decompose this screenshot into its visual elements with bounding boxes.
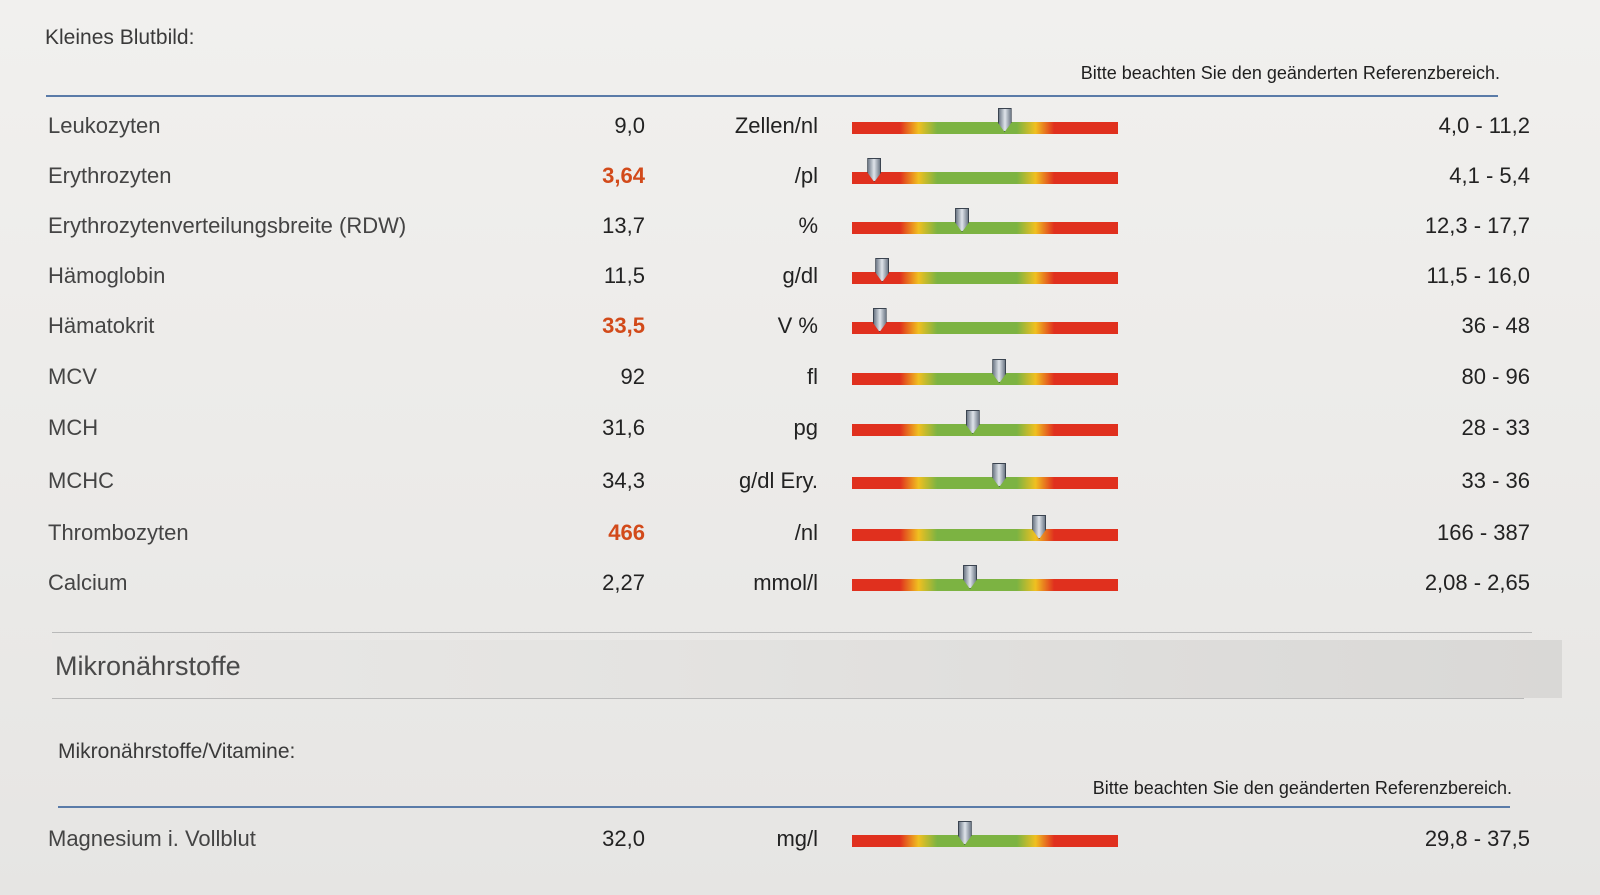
reference-bar bbox=[852, 208, 1118, 234]
reference-bar bbox=[852, 308, 1118, 334]
band-divider bbox=[52, 698, 1524, 699]
result-unit: mmol/l bbox=[753, 570, 818, 595]
indicator-marker bbox=[963, 565, 978, 589]
reference-bar bbox=[852, 565, 1118, 591]
table-row: Leukozyten 9,0 Zellen/nl 4,0 - 11,2 bbox=[0, 103, 1600, 149]
table-row: MCV 92 fl 80 - 96 bbox=[0, 354, 1600, 400]
reference-bar bbox=[852, 359, 1118, 385]
indicator-marker bbox=[1032, 515, 1047, 539]
reference-bar bbox=[852, 410, 1118, 436]
table-row: Calcium 2,27 mmol/l 2,08 - 2,65 bbox=[0, 560, 1600, 606]
reference-bar bbox=[852, 821, 1118, 847]
analyte-name: Magnesium i. Vollblut bbox=[48, 826, 256, 851]
table-row: MCH 31,6 pg 28 - 33 bbox=[0, 405, 1600, 451]
vitamins-title: Mikronährstoffe/Vitamine: bbox=[58, 740, 296, 763]
result-unit: /pl bbox=[794, 163, 818, 188]
reference-scale bbox=[852, 424, 1118, 436]
section-band bbox=[52, 640, 1562, 698]
result-value: 2,27 bbox=[602, 570, 645, 595]
table-row: MCHC 34,3 g/dl Ery. 33 - 36 bbox=[0, 458, 1600, 504]
result-unit: /nl bbox=[794, 520, 818, 545]
indicator-marker bbox=[955, 208, 970, 232]
micro-header-rule bbox=[58, 806, 1510, 808]
reference-scale bbox=[852, 579, 1118, 591]
table-row: Erythrozyten 3,64/pl 4,1 - 5,4 bbox=[0, 153, 1600, 199]
result-value: 31,6 bbox=[602, 415, 645, 440]
micronutrients-title: Mikronährstoffe bbox=[55, 651, 241, 681]
table-row: Hämoglobin 11,5 g/dl 11,5 - 16,0 bbox=[0, 253, 1600, 299]
reference-scale bbox=[852, 373, 1118, 385]
indicator-marker bbox=[992, 463, 1007, 487]
reference-range: 11,5 - 16,0 bbox=[1426, 263, 1530, 288]
reference-bar bbox=[852, 258, 1118, 284]
result-unit: % bbox=[798, 213, 818, 238]
reference-note: Bitte beachten Sie den geänderten Refere… bbox=[1080, 63, 1500, 83]
analyte-name: Leukozyten bbox=[48, 113, 161, 138]
result-value: 32,0 bbox=[602, 826, 645, 851]
section-divider bbox=[52, 632, 1532, 633]
indicator-marker bbox=[875, 258, 890, 282]
reference-scale bbox=[852, 222, 1118, 234]
reference-range: 80 - 96 bbox=[1461, 364, 1531, 389]
result-unit: fl bbox=[807, 364, 818, 389]
reference-range: 29,8 - 37,5 bbox=[1424, 826, 1530, 851]
result-unit: g/dl bbox=[782, 263, 818, 288]
reference-range: 36 - 48 bbox=[1461, 313, 1531, 338]
result-value: 11,5 bbox=[603, 263, 645, 288]
reference-scale bbox=[852, 272, 1118, 284]
analyte-name: Hämoglobin bbox=[48, 263, 166, 288]
result-value: 92 bbox=[620, 364, 645, 389]
table-row: Thrombozyten 466/nl 166 - 387 bbox=[0, 510, 1600, 556]
reference-range: 12,3 - 17,7 bbox=[1424, 213, 1530, 238]
reference-range: 28 - 33 bbox=[1461, 415, 1531, 440]
indicator-marker bbox=[957, 821, 972, 845]
reference-bar bbox=[852, 463, 1118, 489]
reference-bar bbox=[852, 158, 1118, 184]
reference-scale bbox=[852, 477, 1118, 489]
reference-range: 33 - 36 bbox=[1461, 468, 1531, 493]
header-rule bbox=[46, 95, 1498, 97]
reference-scale bbox=[852, 835, 1118, 847]
result-value: 34,3 bbox=[602, 468, 645, 493]
reference-scale bbox=[852, 529, 1118, 541]
reference-range: 4,1 - 5,4 bbox=[1449, 163, 1530, 188]
analyte-name: MCV bbox=[48, 364, 97, 389]
micro-reference-note: Bitte beachten Sie den geänderten Refere… bbox=[1092, 778, 1512, 798]
analyte-name: Erythrozytenverteilungsbreite (RDW) bbox=[48, 213, 407, 238]
result-unit: Zellen/nl bbox=[734, 113, 818, 138]
result-value: 33,5 bbox=[602, 313, 645, 338]
result-unit: g/dl Ery. bbox=[738, 468, 818, 493]
reference-bar bbox=[852, 515, 1118, 541]
result-value: 9,0 bbox=[614, 113, 645, 138]
reference-scale bbox=[852, 172, 1118, 184]
reference-scale bbox=[852, 322, 1118, 334]
analyte-name: Erythrozyten bbox=[48, 163, 172, 188]
result-value: 466 bbox=[608, 520, 645, 545]
reference-bar bbox=[852, 108, 1118, 134]
table-row: Erythrozytenverteilungsbreite (RDW) 13,7%… bbox=[0, 203, 1600, 249]
indicator-marker bbox=[997, 108, 1012, 132]
result-unit: mg/l bbox=[776, 826, 818, 851]
result-unit: pg bbox=[793, 415, 818, 440]
table-row-magnesium: Magnesium i. Vollblut 32,0 mg/l 29,8 - 3… bbox=[0, 816, 1600, 862]
reference-range: 4,0 - 11,2 bbox=[1438, 113, 1530, 138]
indicator-marker bbox=[992, 359, 1007, 383]
reference-range: 166 - 387 bbox=[1437, 520, 1530, 545]
result-unit: V % bbox=[777, 313, 818, 338]
section-title: Kleines Blutbild: bbox=[45, 26, 195, 49]
analyte-name: MCHC bbox=[48, 468, 114, 493]
analyte-name: Calcium bbox=[48, 570, 128, 595]
reference-scale bbox=[852, 122, 1118, 134]
analyte-name: MCH bbox=[48, 415, 99, 440]
analyte-name: Thrombozyten bbox=[48, 520, 189, 545]
result-value: 13,7 bbox=[602, 213, 645, 238]
indicator-marker bbox=[867, 158, 882, 182]
reference-range: 2,08 - 2,65 bbox=[1424, 570, 1530, 595]
table-row: Hämatokrit 33,5 V % 36 - 48 bbox=[0, 303, 1600, 349]
indicator-marker bbox=[965, 410, 980, 434]
result-value: 3,64 bbox=[602, 163, 645, 188]
indicator-marker bbox=[872, 308, 887, 332]
analyte-name: Hämatokrit bbox=[48, 313, 155, 338]
